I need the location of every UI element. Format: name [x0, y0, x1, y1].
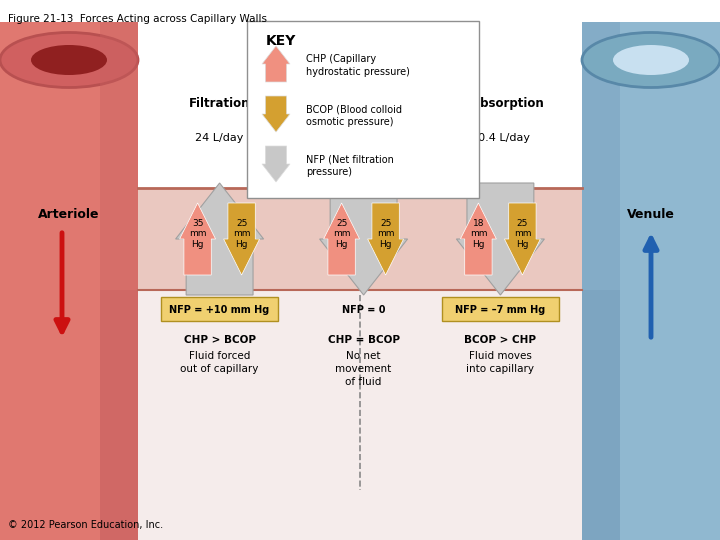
Text: BCOP (Blood colloid
osmotic pressure): BCOP (Blood colloid osmotic pressure) — [306, 104, 402, 127]
Bar — [0, 290, 138, 540]
Text: 25
mm
Hg: 25 mm Hg — [233, 219, 251, 249]
FancyBboxPatch shape — [247, 21, 479, 198]
Text: © 2012 Pearson Education, Inc.: © 2012 Pearson Education, Inc. — [8, 520, 163, 530]
Text: No net fluid
movement: No net fluid movement — [325, 89, 402, 118]
Ellipse shape — [0, 32, 138, 87]
Bar — [138, 290, 582, 540]
Polygon shape — [505, 203, 541, 275]
Polygon shape — [368, 203, 404, 275]
Text: 25
mm
Hg: 25 mm Hg — [333, 219, 351, 249]
Text: No net
movement
of fluid: No net movement of fluid — [336, 351, 392, 387]
Ellipse shape — [31, 45, 107, 75]
Bar — [582, 290, 720, 540]
Text: 25
mm
Hg: 25 mm Hg — [377, 219, 395, 249]
Text: Venule: Venule — [627, 208, 675, 221]
Text: BCOP > CHP: BCOP > CHP — [464, 335, 536, 345]
Text: KEY: KEY — [266, 34, 297, 48]
Text: NFP (Net filtration
pressure): NFP (Net filtration pressure) — [306, 154, 394, 177]
Polygon shape — [224, 203, 260, 275]
Polygon shape — [460, 203, 496, 275]
Text: CHP = BCOP: CHP = BCOP — [328, 335, 400, 345]
Polygon shape — [100, 22, 138, 540]
Text: 20.4 L/day: 20.4 L/day — [471, 133, 530, 143]
Polygon shape — [582, 22, 620, 540]
Text: NFP = 0: NFP = 0 — [342, 305, 385, 315]
Bar — [0, 22, 138, 540]
Polygon shape — [176, 183, 264, 295]
Text: Arteriole: Arteriole — [38, 208, 100, 221]
Polygon shape — [179, 203, 215, 275]
Text: Filtration: Filtration — [189, 97, 251, 110]
Ellipse shape — [582, 32, 720, 87]
Text: NFP = –7 mm Hg: NFP = –7 mm Hg — [455, 305, 546, 315]
Polygon shape — [456, 183, 544, 295]
Polygon shape — [262, 46, 290, 82]
Polygon shape — [262, 96, 290, 132]
Text: CHP (Capillary
hydrostatic pressure): CHP (Capillary hydrostatic pressure) — [306, 54, 410, 77]
Polygon shape — [323, 203, 359, 275]
Polygon shape — [100, 290, 138, 540]
Text: Reabsorption: Reabsorption — [456, 97, 545, 110]
Ellipse shape — [613, 45, 689, 75]
Text: NFP = +10 mm Hg: NFP = +10 mm Hg — [169, 305, 270, 315]
Text: Fluid moves
into capillary: Fluid moves into capillary — [467, 351, 534, 374]
Text: Fluid forced
out of capillary: Fluid forced out of capillary — [181, 351, 258, 374]
Text: 35
mm
Hg: 35 mm Hg — [189, 219, 207, 249]
Bar — [582, 22, 720, 540]
Text: Figure 21-13  Forces Acting across Capillary Walls: Figure 21-13 Forces Acting across Capill… — [8, 14, 267, 24]
Text: CHP > BCOP: CHP > BCOP — [184, 335, 256, 345]
FancyBboxPatch shape — [161, 297, 278, 321]
Text: 24 L/day: 24 L/day — [195, 133, 244, 143]
Polygon shape — [582, 290, 620, 540]
Polygon shape — [262, 146, 290, 182]
Text: 18
mm
Hg: 18 mm Hg — [469, 219, 487, 249]
Polygon shape — [320, 183, 408, 295]
FancyBboxPatch shape — [442, 297, 559, 321]
Bar — [0, 148, 138, 188]
Bar — [138, 188, 582, 290]
Text: 25
mm
Hg: 25 mm Hg — [513, 219, 531, 249]
